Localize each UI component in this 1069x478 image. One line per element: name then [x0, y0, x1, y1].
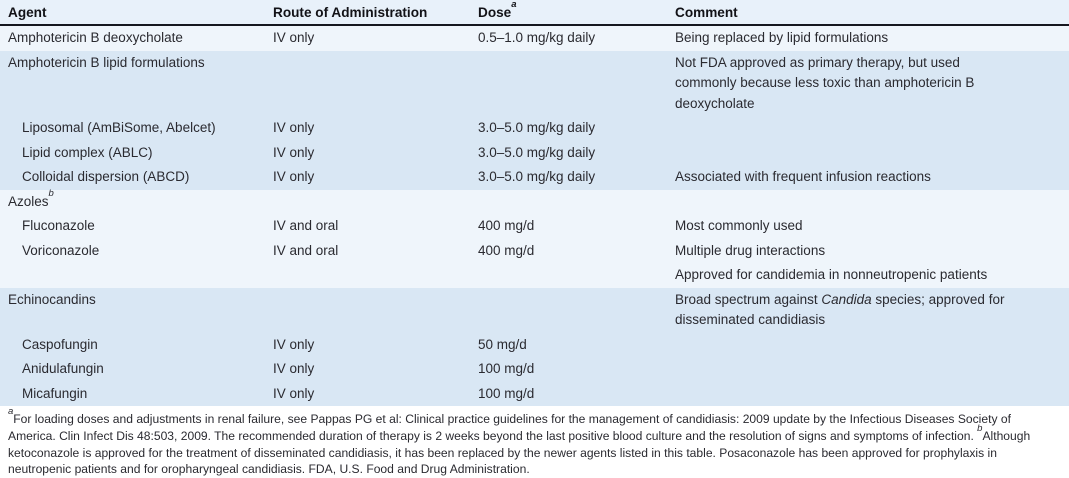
agent-cell: Voriconazole — [22, 242, 100, 258]
column-header-agent-label: Agent — [8, 5, 47, 20]
table-row-anidulafungin: Anidulafungin IV only 100 mg/d — [0, 357, 1069, 382]
comment-cell — [667, 141, 1069, 166]
route-cell: IV only — [273, 336, 315, 352]
dose-cell: 3.0–5.0 mg/kg daily — [478, 120, 596, 135]
column-header-route: Route of Administration — [265, 0, 470, 24]
azoles-footnote-marker: b — [48, 188, 54, 199]
dose-cell — [470, 263, 667, 288]
comment-cell — [667, 382, 1069, 407]
column-header-route-label: Route of Administration — [273, 5, 428, 20]
comment-cell — [667, 190, 1069, 215]
dose-cell: 0.5–1.0 mg/kg daily — [478, 30, 596, 45]
antifungal-agents-table: Agent Route of Administration Dosea Comm… — [0, 0, 1069, 406]
agent-cell: Liposomal (AmBiSome, Abelcet) — [22, 120, 216, 135]
column-header-agent: Agent — [0, 0, 265, 24]
comment-cell: Multiple drug interactions — [667, 239, 1069, 264]
dose-cell: 50 mg/d — [478, 336, 527, 352]
agent-cell: Amphotericin B lipid formulations — [8, 54, 205, 70]
comment-cell — [667, 116, 1069, 141]
comment-text: Multiple drug interactions — [675, 242, 826, 258]
table-row-liposomal: Liposomal (AmBiSome, Abelcet) IV only 3.… — [0, 116, 1069, 141]
column-header-dose-label: Dose — [478, 5, 512, 20]
comment-text: Most commonly used — [675, 218, 803, 233]
route-cell — [265, 263, 470, 288]
table-row-voriconazole-note: Approved for candidemia in nonneutropeni… — [0, 263, 1069, 288]
agent-cell: Echinocandins — [8, 291, 96, 307]
route-cell: IV and oral — [273, 218, 339, 233]
comment-text-pre: Broad spectrum against — [675, 291, 822, 307]
column-header-comment: Comment — [667, 0, 1069, 24]
comment-cell: Not FDA approved as primary therapy, but… — [667, 51, 1069, 117]
dose-cell: 3.0–5.0 mg/kg daily — [478, 169, 596, 184]
comment-text: Broad spectrum against Candida species; … — [675, 290, 1015, 331]
dose-cell: 400 mg/d — [478, 242, 535, 258]
agent-cell: Caspofungin — [22, 336, 98, 352]
table-row-azoles: Azolesb — [0, 188, 1069, 215]
route-cell: IV only — [273, 30, 315, 45]
table-row-voriconazole: Voriconazole IV and oral 400 mg/d Multip… — [0, 238, 1069, 264]
comment-cell — [667, 357, 1069, 382]
dose-footnote-marker: a — [511, 0, 517, 11]
table-row-colloidal-dispersion: Colloidal dispersion (ABCD) IV only 3.0–… — [0, 165, 1069, 190]
dose-cell: 100 mg/d — [478, 385, 535, 401]
footnote-a-text: For loading doses and adjustments in ren… — [8, 412, 1011, 443]
comment-text: Being replaced by lipid formulations — [675, 30, 889, 45]
table-row-caspofungin: Caspofungin IV only 50 mg/d — [0, 332, 1069, 358]
comment-cell: Approved for candidemia in nonneutropeni… — [667, 263, 1069, 288]
agent-cell: Micafungin — [22, 385, 88, 401]
comment-cell — [667, 333, 1069, 358]
route-cell: IV only — [273, 385, 315, 401]
route-cell: IV and oral — [273, 242, 339, 258]
table-row-micafungin: Micafungin IV only 100 mg/d — [0, 381, 1069, 407]
comment-text-post: species; approved for disseminated candi… — [675, 291, 1005, 328]
comment-text: Associated with frequent infusion reacti… — [675, 169, 931, 184]
column-header-comment-label: Comment — [675, 5, 738, 20]
table-row-echinocandins: Echinocandins Broad spectrum against Can… — [0, 287, 1069, 333]
agent-cell: Fluconazole — [22, 218, 95, 233]
comment-cell: Being replaced by lipid formulations — [667, 26, 1069, 51]
dose-cell: 3.0–5.0 mg/kg daily — [478, 144, 596, 160]
agent-cell — [0, 263, 265, 288]
agent-cell: Lipid complex (ABLC) — [22, 144, 153, 160]
comment-text: Approved for candidemia in nonneutropeni… — [675, 267, 988, 282]
dose-cell — [470, 51, 667, 117]
route-cell — [265, 190, 470, 215]
route-cell: IV only — [273, 120, 315, 135]
route-cell: IV only — [273, 169, 315, 184]
route-cell — [265, 288, 470, 333]
footnote-b-text: Although ketoconazole is approved for th… — [8, 428, 1031, 477]
route-cell: IV only — [273, 361, 315, 376]
comment-cell: Most commonly used — [667, 214, 1069, 239]
dose-cell — [470, 190, 667, 215]
comment-cell: Broad spectrum against Candida species; … — [667, 288, 1069, 333]
agent-cell: Amphotericin B deoxycholate — [8, 30, 183, 45]
route-cell — [265, 51, 470, 117]
table-row-fluconazole: Fluconazole IV and oral 400 mg/d Most co… — [0, 214, 1069, 239]
table-row-amphotericin-b-deoxycholate: Amphotericin B deoxycholate IV only 0.5–… — [0, 26, 1069, 51]
comment-cell: Associated with frequent infusion reacti… — [667, 165, 1069, 190]
column-header-dose: Dosea — [470, 0, 667, 24]
agent-text: Azoles — [8, 193, 49, 209]
comment-text-italic: Candida — [821, 291, 872, 307]
agent-cell: Anidulafungin — [22, 361, 104, 376]
footnote-b-marker: b — [977, 422, 983, 434]
route-cell: IV only — [273, 144, 315, 160]
footnote-a-marker: a — [8, 405, 14, 417]
agent-cell: Colloidal dispersion (ABCD) — [22, 169, 190, 184]
comment-text: Not FDA approved as primary therapy, but… — [675, 54, 975, 111]
footnote-abbreviation-text: FDA, U.S. Food and Drug Administration. — [308, 462, 530, 477]
dose-cell: 100 mg/d — [478, 361, 535, 376]
table-header-row: Agent Route of Administration Dosea Comm… — [0, 0, 1069, 26]
agent-cell: Azolesb — [0, 188, 265, 215]
table-row-amphotericin-b-lipid-formulations: Amphotericin B lipid formulations Not FD… — [0, 50, 1069, 117]
table-row-lipid-complex: Lipid complex (ABLC) IV only 3.0–5.0 mg/… — [0, 140, 1069, 166]
dose-cell: 400 mg/d — [478, 218, 535, 233]
footnote: aFor loading doses and adjustments in re… — [0, 406, 1069, 478]
dose-cell — [470, 288, 667, 333]
